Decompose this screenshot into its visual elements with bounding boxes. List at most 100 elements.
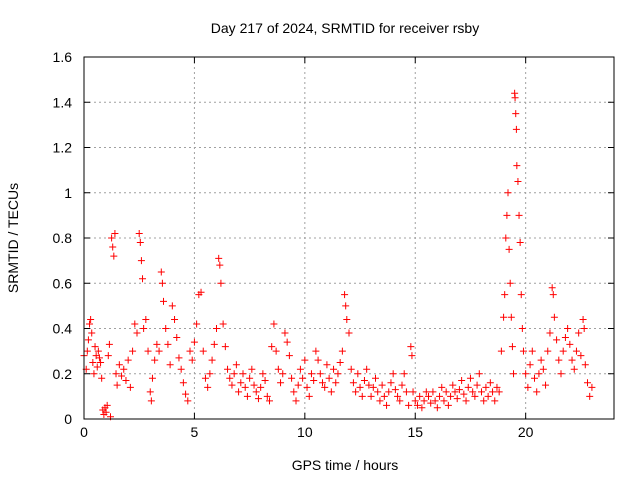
data-point xyxy=(279,370,287,378)
data-point xyxy=(356,383,364,391)
data-point xyxy=(462,397,470,405)
x-tick-label: 5 xyxy=(191,424,199,440)
data-point xyxy=(449,381,457,389)
data-point xyxy=(442,388,450,396)
data-point xyxy=(516,239,524,247)
data-point xyxy=(500,313,508,321)
data-point xyxy=(94,347,102,355)
data-point xyxy=(429,388,437,396)
data-point xyxy=(190,338,198,346)
data-point xyxy=(131,320,139,328)
data-point xyxy=(501,291,509,299)
data-point xyxy=(217,279,225,287)
data-point xyxy=(109,243,117,251)
data-point xyxy=(389,370,397,378)
data-point xyxy=(177,365,185,373)
data-point xyxy=(510,370,518,378)
data-point xyxy=(173,334,181,342)
data-point xyxy=(330,365,338,373)
x-axis-label: GPS time / hours xyxy=(292,457,399,473)
data-point xyxy=(561,334,569,342)
data-point xyxy=(228,381,236,389)
data-point xyxy=(507,313,515,321)
data-point xyxy=(206,370,214,378)
data-point xyxy=(237,379,245,387)
data-point xyxy=(199,347,207,355)
data-point xyxy=(148,374,156,382)
data-point xyxy=(224,365,232,373)
data-point xyxy=(580,325,588,332)
data-point xyxy=(332,379,340,387)
data-point xyxy=(184,397,192,405)
data-point xyxy=(89,358,97,366)
data-point xyxy=(102,408,110,416)
data-point xyxy=(555,356,563,364)
data-point xyxy=(142,315,150,323)
data-point xyxy=(201,374,209,382)
data-point xyxy=(243,392,251,400)
data-point xyxy=(542,381,550,389)
data-point xyxy=(469,388,477,396)
data-point xyxy=(129,347,137,355)
data-point xyxy=(219,320,227,328)
data-point xyxy=(411,397,419,405)
data-point xyxy=(564,325,572,332)
data-point xyxy=(400,370,408,378)
data-point xyxy=(83,347,91,355)
data-point xyxy=(374,388,382,396)
data-point xyxy=(438,383,446,391)
data-point xyxy=(531,374,538,382)
data-point xyxy=(160,297,167,305)
data-point xyxy=(122,377,130,385)
data-point xyxy=(283,338,291,346)
data-point xyxy=(299,374,307,382)
data-point xyxy=(548,284,556,292)
data-point xyxy=(513,162,521,170)
data-point xyxy=(197,288,205,296)
data-point xyxy=(484,392,492,400)
data-point xyxy=(407,343,415,351)
data-point xyxy=(266,397,273,405)
data-point xyxy=(394,392,402,400)
data-point xyxy=(171,315,179,323)
data-point xyxy=(193,320,201,328)
data-point xyxy=(86,320,94,328)
data-point xyxy=(334,370,342,378)
data-point xyxy=(137,257,145,265)
data-point xyxy=(288,374,296,382)
data-point xyxy=(310,377,318,385)
data-point xyxy=(303,383,311,391)
data-point xyxy=(420,397,428,405)
data-point xyxy=(188,356,196,364)
data-point xyxy=(325,374,333,382)
data-point xyxy=(111,229,119,237)
data-point xyxy=(431,397,439,405)
data-point xyxy=(427,399,435,407)
data-point xyxy=(497,347,505,355)
data-point xyxy=(118,372,126,380)
data-point xyxy=(352,388,360,396)
data-point xyxy=(480,397,488,405)
data-point xyxy=(515,211,523,219)
data-point xyxy=(557,370,565,378)
data-point xyxy=(512,125,520,133)
data-point xyxy=(372,374,379,382)
data-point xyxy=(158,279,166,287)
data-point xyxy=(120,365,128,373)
data-point xyxy=(241,383,249,391)
data-point xyxy=(506,279,514,287)
data-point xyxy=(544,347,552,355)
x-tick-label: 10 xyxy=(297,424,313,440)
data-point xyxy=(405,401,413,409)
data-point xyxy=(175,354,183,362)
data-point xyxy=(572,347,580,355)
data-point xyxy=(290,388,298,396)
data-point xyxy=(112,370,120,378)
y-tick-label: 0.6 xyxy=(53,275,73,291)
data-point xyxy=(140,325,148,332)
data-point xyxy=(210,340,218,348)
data-point xyxy=(466,374,474,382)
data-point xyxy=(385,388,393,396)
data-point xyxy=(581,361,589,369)
data-point xyxy=(110,252,118,260)
